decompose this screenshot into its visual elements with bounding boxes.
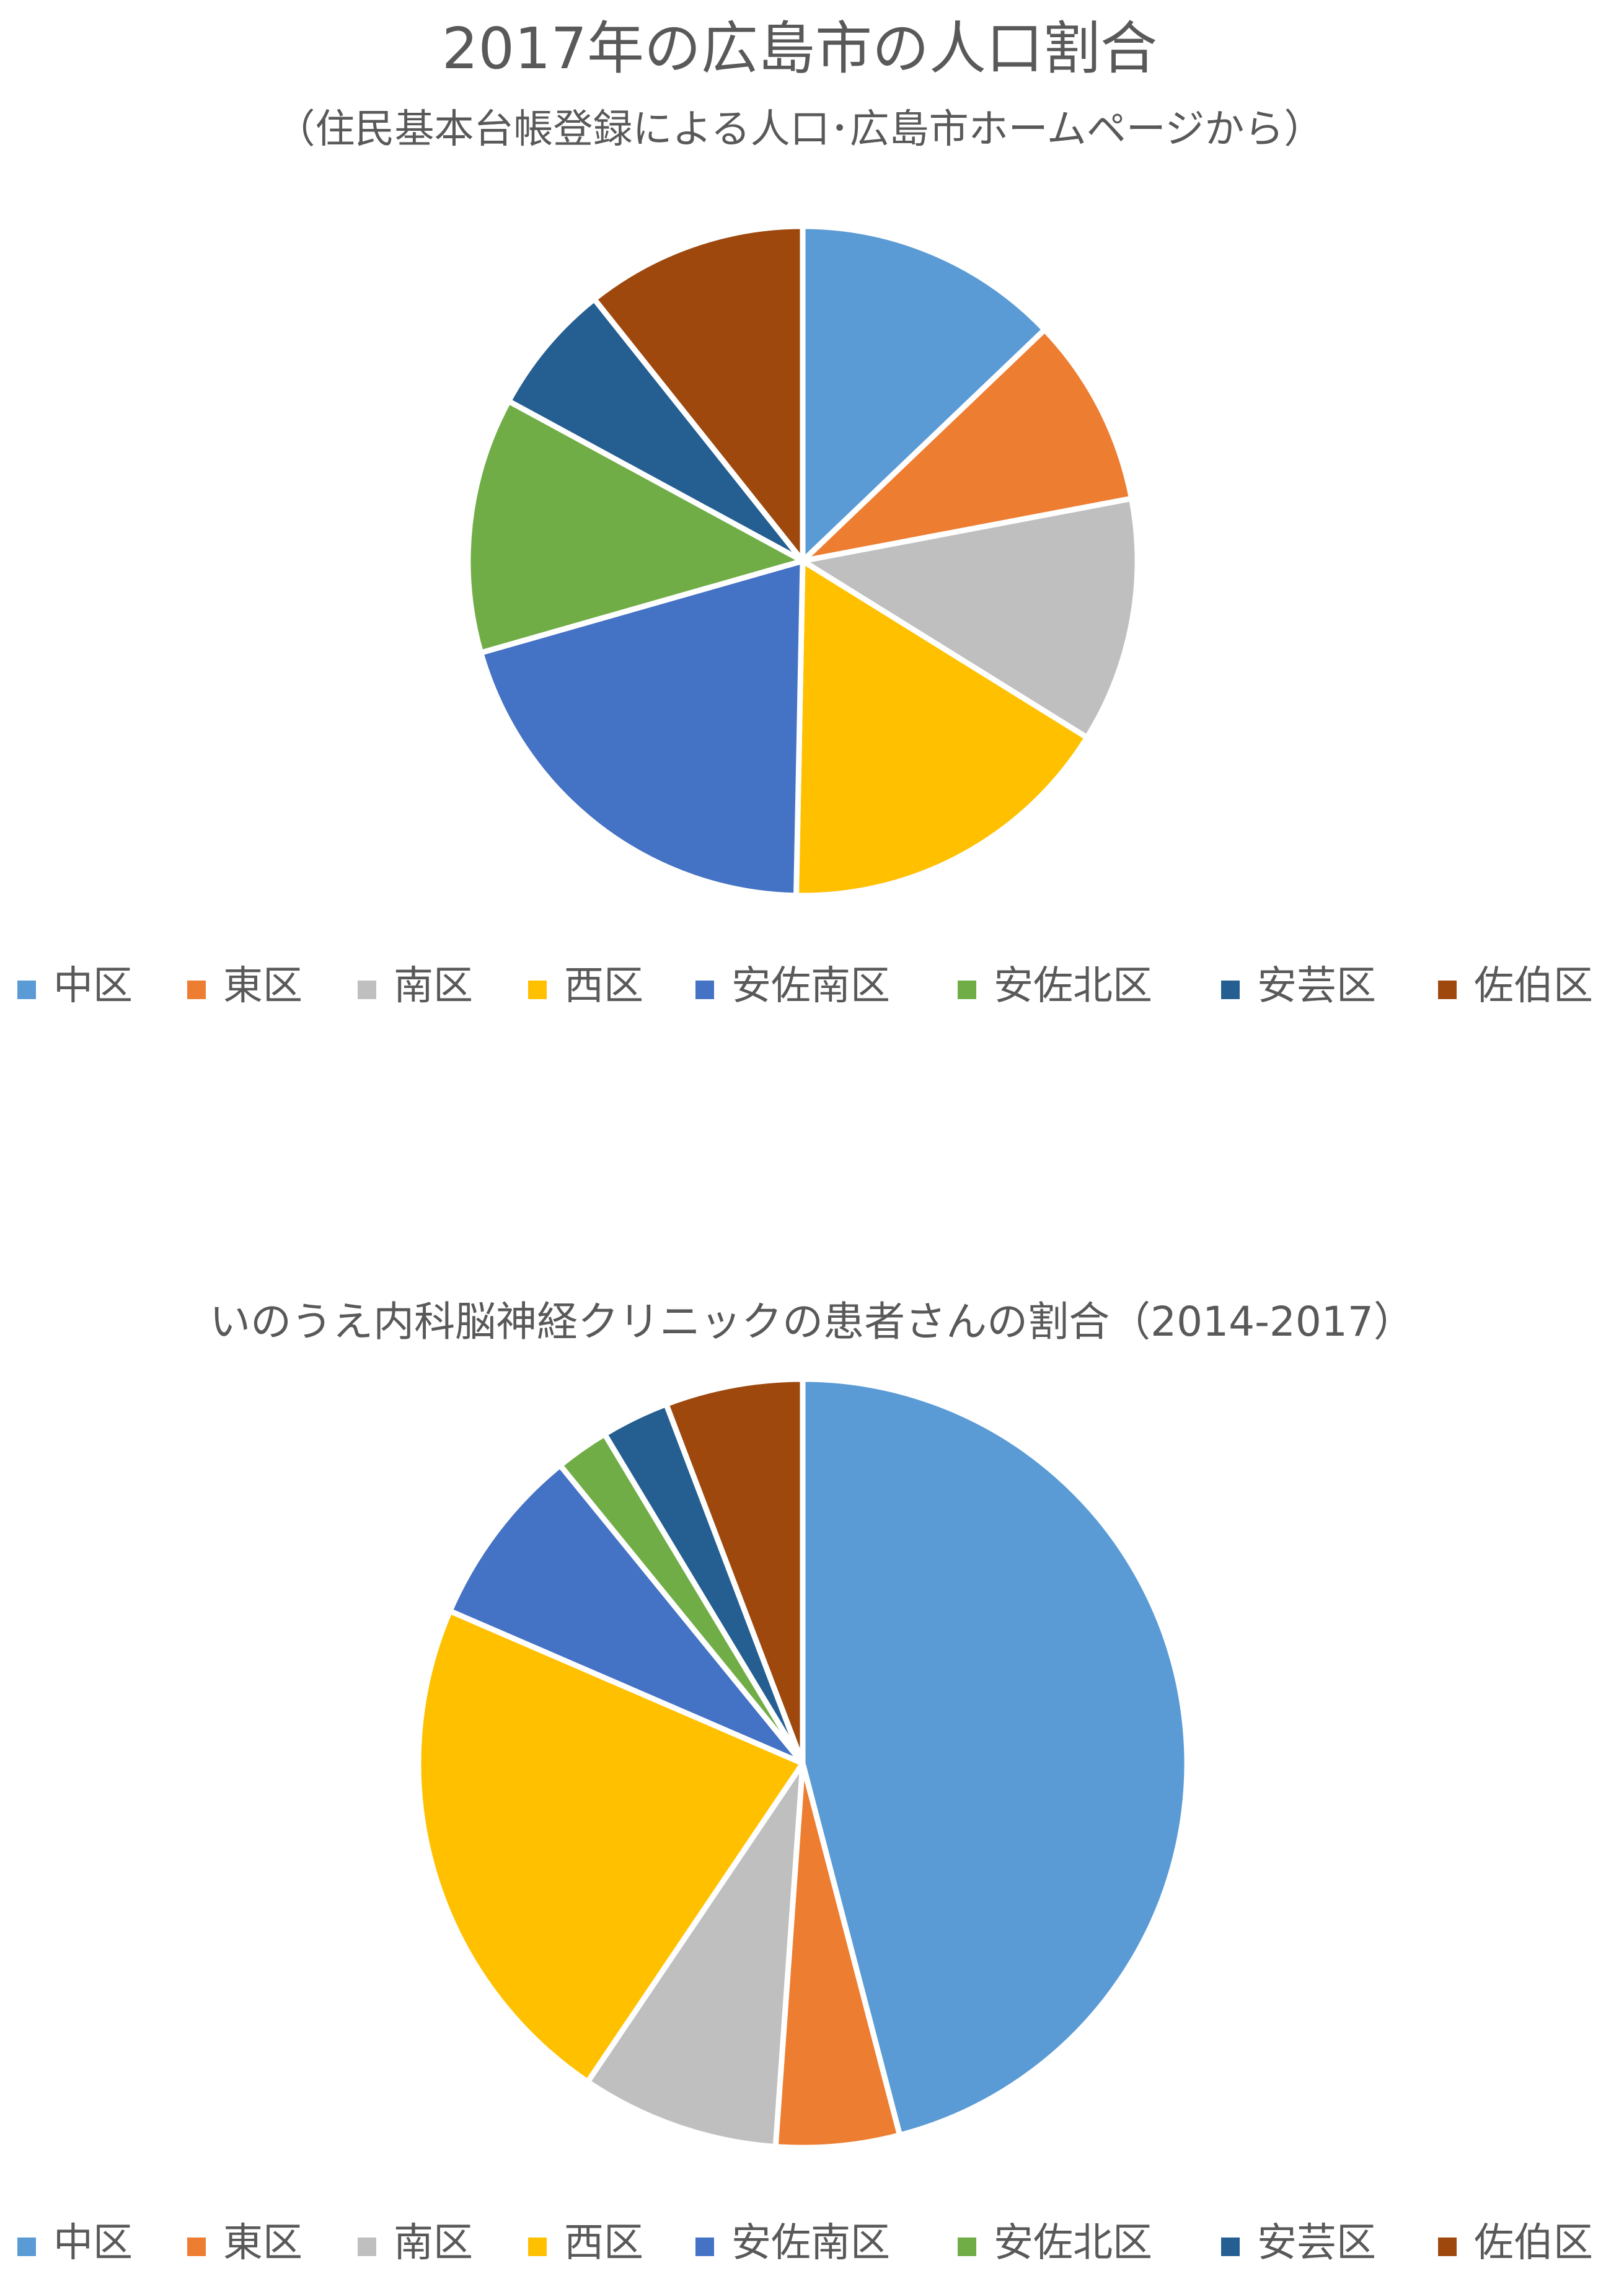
chart-2-pie [415, 1376, 1190, 2151]
chart-2-legend: 中区 東区 南区 西区 安佐南区 安佐北区 安芸区 佐伯区 [17, 2220, 1593, 2266]
legend-label: 西区 [564, 963, 643, 1009]
chart-1-pie [465, 223, 1141, 899]
legend-label: 安佐南区 [731, 2220, 890, 2266]
pie-slice-1 [800, 223, 1048, 564]
legend-swatch [17, 981, 36, 999]
chart-1-legend: 中区 東区 南区 西区 安佐南区 安佐北区 安芸区 佐伯区 [17, 963, 1593, 1009]
legend-label: 佐伯区 [1474, 963, 1593, 1009]
pie-slice-1 [800, 1376, 1190, 2138]
chart-1: 2017年の広島市の人口割合 （住民基本台帳登録による人口･広島市ホームページか… [17, 15, 1593, 1009]
legend-swatch [1438, 981, 1457, 999]
chart-1-subtitle: （住民基本台帳登録による人口･広島市ホームページから） [276, 107, 1324, 152]
legend-label: 南区 [394, 963, 473, 1009]
legend-label: 安佐南区 [731, 963, 890, 1009]
pie-slice-3 [585, 1760, 806, 2150]
legend-swatch [528, 981, 547, 999]
pie-slice-8 [663, 1376, 806, 1766]
legend-swatch [958, 981, 976, 999]
legend-swatch [958, 2238, 976, 2256]
legend-label: 中区 [53, 2220, 133, 2266]
legend-swatch [358, 981, 376, 999]
legend-swatch [1221, 981, 1240, 999]
chart-2-title: いのうえ内科脳神経クリニックの患者さんの割合（2014-2017） [210, 1298, 1414, 1346]
legend-label: 南区 [394, 2220, 473, 2266]
legend-swatch [17, 2238, 36, 2256]
legend-swatch [695, 981, 714, 999]
chart-1-title: 2017年の広島市の人口割合 [442, 15, 1157, 82]
legend-swatch [1221, 2238, 1240, 2256]
legend-label: 西区 [564, 2220, 643, 2266]
chart-2: いのうえ内科脳神経クリニックの患者さんの割合（2014-2017） 中区 東区 南区… [17, 1298, 1593, 2266]
legend-swatch [1438, 2238, 1457, 2256]
legend-label: 佐伯区 [1474, 2220, 1593, 2266]
pie-slice-8 [591, 223, 806, 564]
legend-label: 安佐北区 [994, 963, 1152, 1009]
pie-slice-2 [772, 1760, 903, 2151]
pie-slice-6 [465, 398, 806, 656]
legend-swatch [187, 981, 206, 999]
legend-label: 安芸区 [1257, 2220, 1376, 2266]
legend-label: 東区 [223, 2220, 302, 2266]
legend-label: 中区 [53, 963, 133, 1009]
pie-slice-3 [800, 495, 1141, 741]
pie-slice-7 [506, 296, 806, 564]
legend-label: 安芸区 [1257, 963, 1376, 1009]
legend-label: 安佐北区 [994, 2220, 1152, 2266]
pie-slice-4 [793, 558, 1090, 899]
pie-slice-4 [415, 1608, 806, 2085]
legend-label: 東区 [223, 963, 302, 1009]
pie-slice-5 [447, 1462, 806, 1766]
legend-swatch [358, 2238, 376, 2256]
pie-slice-5 [478, 558, 806, 899]
pie-slice-2 [800, 327, 1135, 564]
legend-swatch [695, 2238, 714, 2256]
legend-swatch [528, 2238, 547, 2256]
legend-swatch [187, 2238, 206, 2256]
